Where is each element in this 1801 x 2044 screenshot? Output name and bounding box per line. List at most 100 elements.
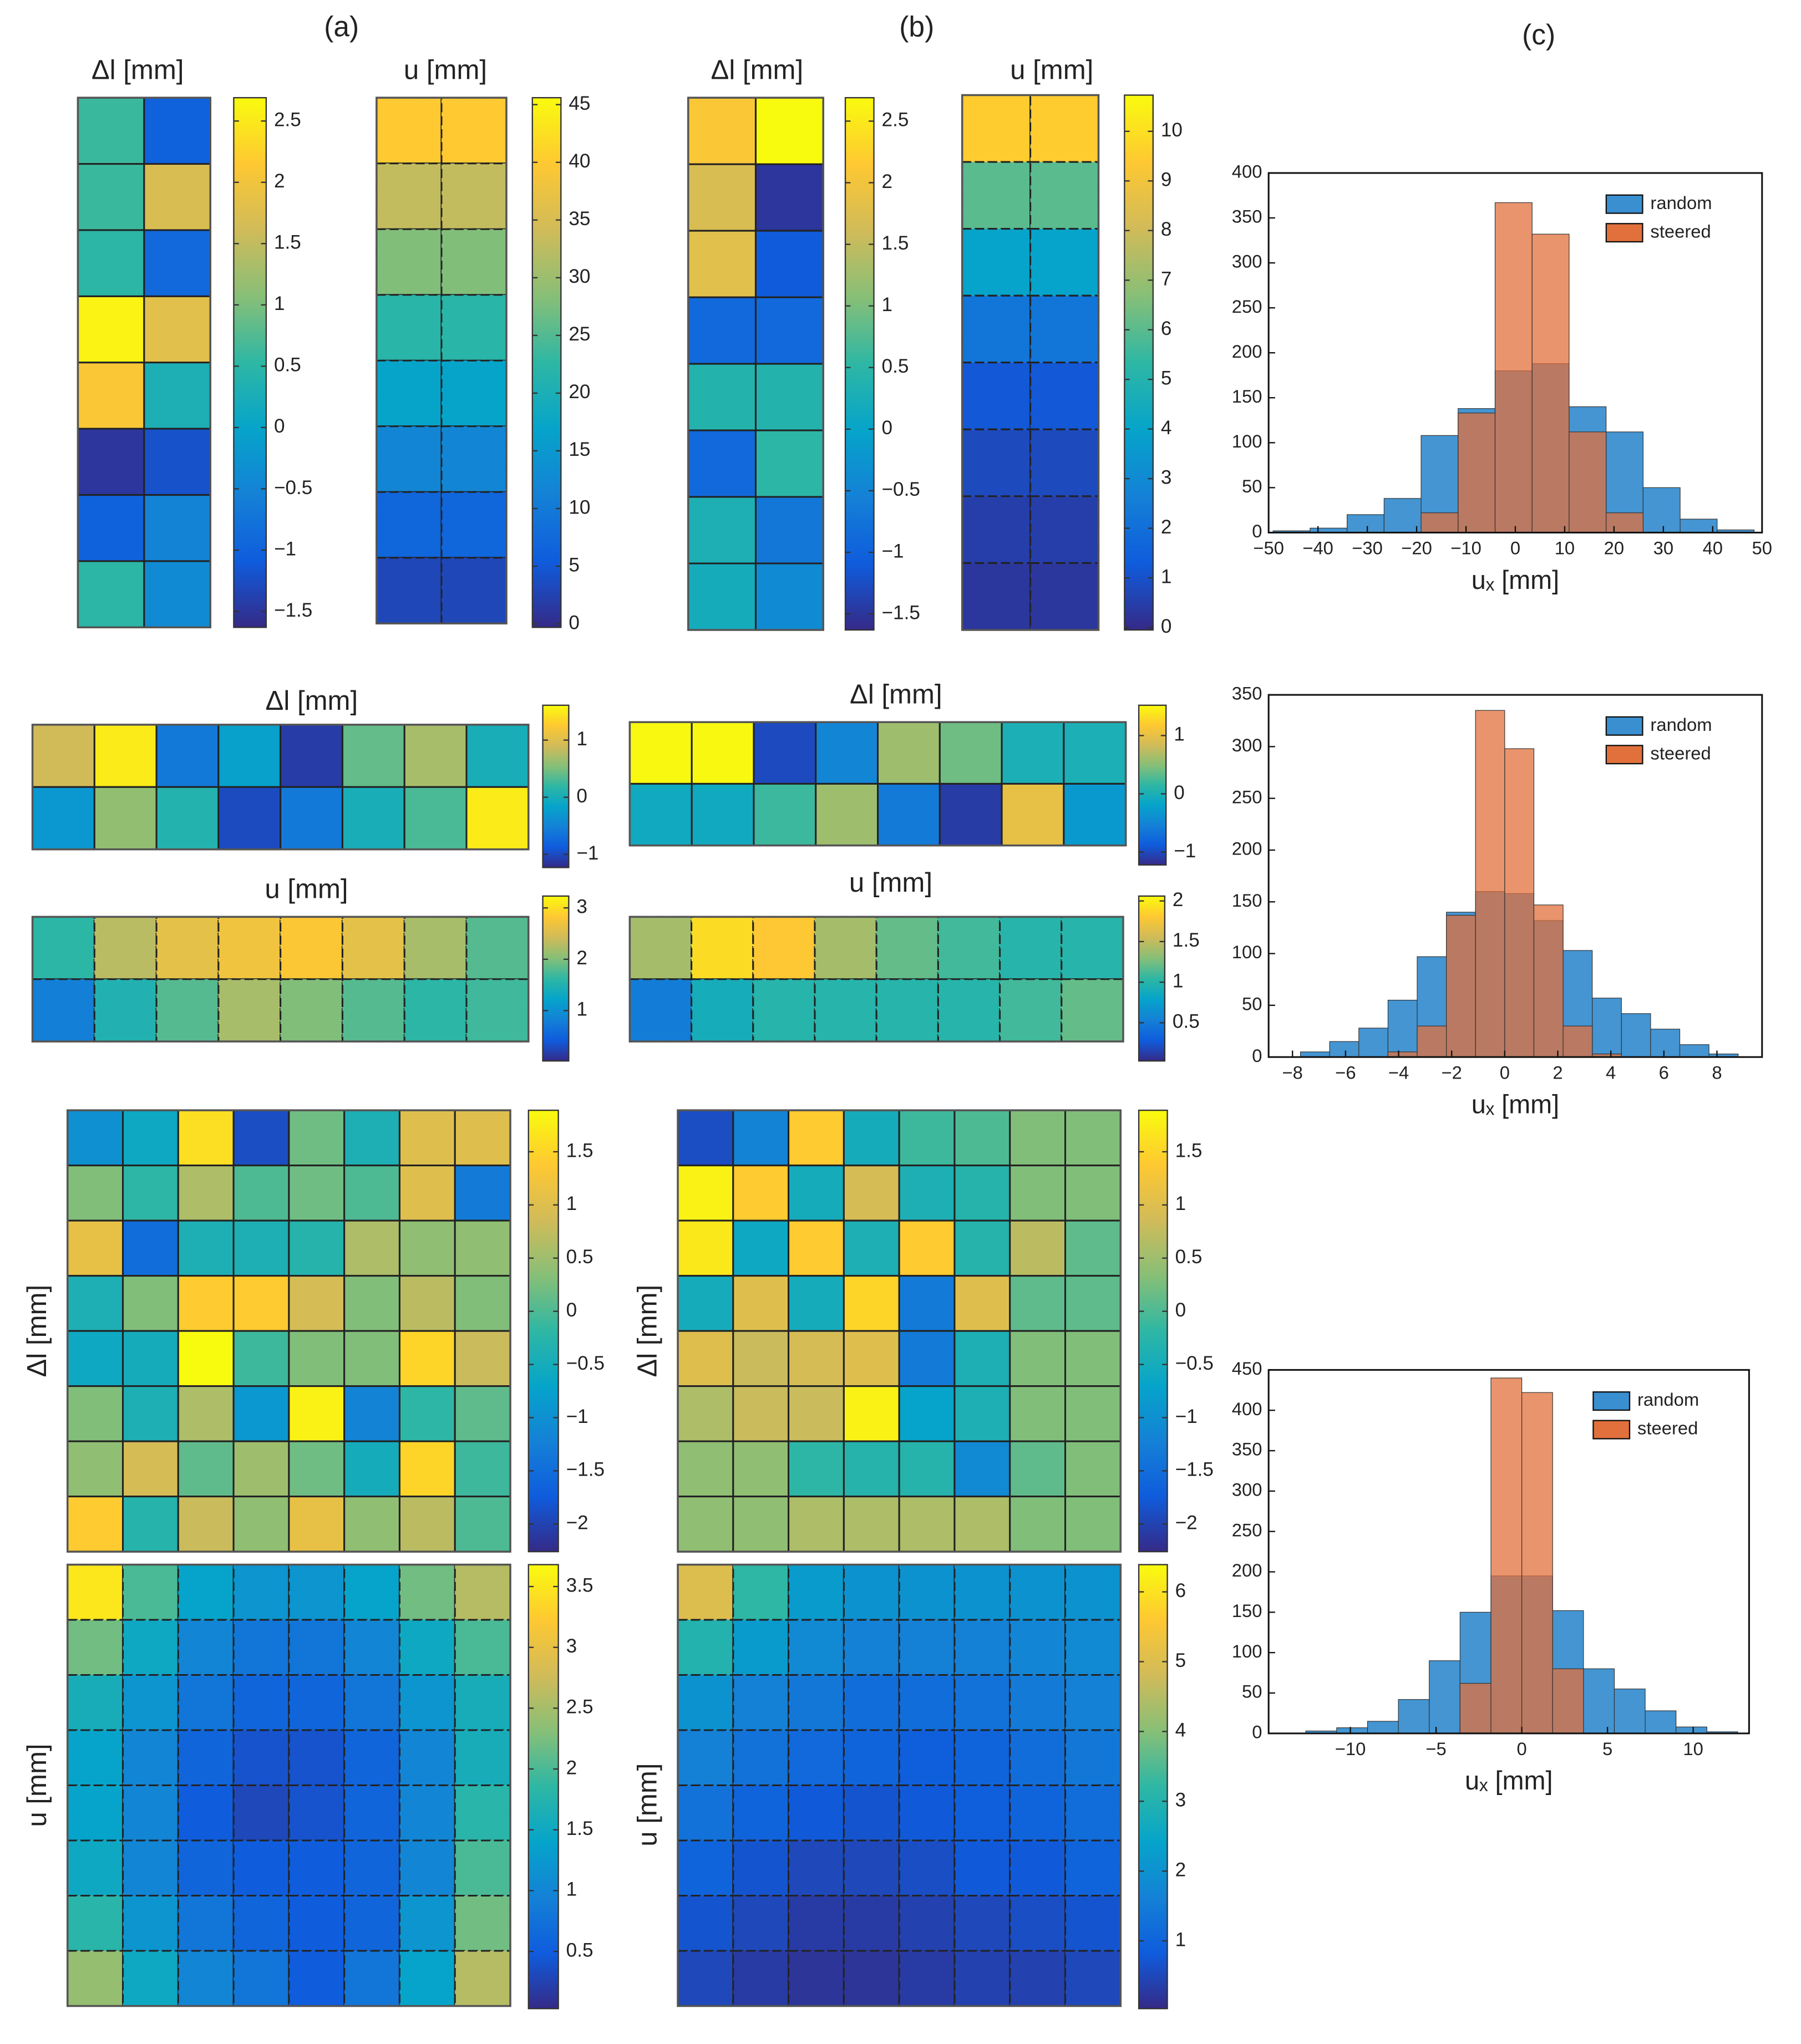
heatmap-cell bbox=[953, 1784, 1011, 1842]
heatmap-cell bbox=[953, 1219, 1011, 1277]
x-tick-label: −20 bbox=[1401, 538, 1432, 558]
colorbar-tick-label: −0.5 bbox=[882, 479, 920, 500]
heatmap-cell bbox=[788, 1839, 845, 1897]
heatmap-cell bbox=[32, 916, 95, 980]
heatmap-cell bbox=[288, 1894, 346, 1952]
heatmap-cell bbox=[677, 1950, 734, 2007]
heatmap-cell bbox=[288, 1729, 346, 1787]
heatmap-cell bbox=[465, 786, 530, 851]
heatmap-frame bbox=[77, 96, 212, 629]
heatmap-cell bbox=[953, 1275, 1011, 1332]
heatmap-cell bbox=[843, 1894, 900, 1952]
colorbar-tick-label: −1 bbox=[1175, 1406, 1198, 1427]
colorbar-tick-label: 1 bbox=[882, 294, 893, 316]
heatmap-cell bbox=[32, 786, 95, 851]
x-axis-label: uₓ [mm] bbox=[1472, 1090, 1559, 1119]
heatmap-cell bbox=[1063, 721, 1127, 785]
heatmap-cell bbox=[67, 1619, 124, 1676]
heatmap-cell bbox=[732, 1330, 790, 1387]
heatmap-cell bbox=[376, 491, 443, 559]
colorbar-tick-label: 1.5 bbox=[1175, 1140, 1203, 1161]
colorbar-tick-label: 2.5 bbox=[566, 1696, 593, 1718]
y-tick-label: 450 bbox=[1232, 1358, 1262, 1379]
heatmap-cell bbox=[232, 1674, 290, 1731]
heatmap-cell bbox=[754, 363, 824, 431]
histogram-bar bbox=[1562, 1025, 1593, 1057]
legend-swatch bbox=[1605, 745, 1643, 765]
x-tick-label: 40 bbox=[1703, 538, 1723, 558]
colorbar-tick-label: 4 bbox=[1161, 417, 1172, 439]
heatmap-cell bbox=[288, 1219, 346, 1277]
heatmap-cell bbox=[1001, 721, 1065, 785]
colorbar-tick-label: 3 bbox=[566, 1635, 577, 1657]
heatmap-cell bbox=[67, 1674, 124, 1731]
heatmap-cell bbox=[343, 1109, 400, 1167]
heatmap-cell bbox=[143, 362, 211, 430]
heatmap-cell bbox=[155, 724, 220, 788]
heatmap-title: Δl [mm] bbox=[711, 54, 804, 85]
heatmap-cell bbox=[143, 428, 211, 496]
heatmap-cell bbox=[687, 429, 757, 498]
heatmap-cell bbox=[177, 1165, 235, 1222]
heatmap-cell bbox=[814, 978, 877, 1043]
x-tick-label: 0 bbox=[1500, 1062, 1510, 1082]
colorbar-tick-label: 1 bbox=[1175, 1193, 1186, 1214]
heatmap-cell bbox=[121, 1219, 179, 1277]
histogram-bar bbox=[1552, 1668, 1584, 1734]
colorbar-tick-label: 1.5 bbox=[882, 232, 909, 254]
heatmap-cell bbox=[898, 1275, 956, 1332]
heatmap-cell bbox=[1009, 1784, 1067, 1842]
histogram-bar bbox=[1533, 904, 1564, 1057]
colorbar-tick-label: 1 bbox=[566, 1193, 577, 1214]
heatmap-cell bbox=[1064, 1275, 1122, 1332]
heatmap-cell bbox=[953, 1894, 1011, 1952]
heatmap-cell bbox=[961, 228, 1032, 297]
heatmap-cell bbox=[77, 96, 145, 165]
heatmap-cell bbox=[1009, 1275, 1067, 1332]
colorbar-tick-label: −0.5 bbox=[1175, 1353, 1214, 1374]
histogram-bar bbox=[1329, 1041, 1359, 1057]
heatmap-frame bbox=[677, 1563, 1122, 2007]
heatmap-cell bbox=[938, 782, 1003, 847]
heatmap-cell bbox=[232, 1275, 290, 1332]
heatmap-cell bbox=[376, 162, 443, 230]
heatmap-cell bbox=[121, 1619, 179, 1676]
colorbar-tick-label: 1 bbox=[576, 728, 587, 750]
heatmap-cell bbox=[961, 161, 1032, 230]
colorbar-tick-label: 4 bbox=[1175, 1720, 1186, 1741]
heatmap-cell bbox=[121, 1385, 179, 1442]
heatmap-cell bbox=[67, 1440, 124, 1498]
colorbar-tick-label: 0 bbox=[882, 417, 893, 439]
heatmap-cell bbox=[753, 782, 817, 847]
heatmap-cell bbox=[953, 1729, 1011, 1787]
heatmap-cell bbox=[67, 1330, 124, 1387]
heatmap-cell bbox=[843, 1219, 900, 1277]
heatmap-cell bbox=[67, 1839, 124, 1897]
colorbar-tick-label: 0.5 bbox=[1173, 1011, 1200, 1033]
heatmap-cell bbox=[754, 163, 824, 232]
colorbar-tick-label: 5 bbox=[1161, 367, 1172, 389]
heatmap-cell bbox=[1001, 782, 1065, 847]
colorbar-tick-label: 45 bbox=[569, 93, 590, 114]
heatmap-cell bbox=[288, 1275, 346, 1332]
heatmap-cell bbox=[1029, 94, 1100, 163]
heatmap-cell bbox=[1064, 1109, 1122, 1167]
heatmap-cell bbox=[440, 294, 508, 362]
heatmap-cell bbox=[1029, 495, 1100, 564]
heatmap-cell bbox=[732, 1674, 790, 1731]
histogram-bar bbox=[1621, 1013, 1651, 1057]
colorbar-tick-label: 10 bbox=[1161, 119, 1183, 141]
heatmap-cell bbox=[1064, 1496, 1122, 1553]
heatmap-cell bbox=[232, 1165, 290, 1222]
heatmap-cell bbox=[454, 1619, 511, 1676]
y-tick-label: 250 bbox=[1232, 786, 1262, 807]
x-tick-label: 0 bbox=[1516, 1738, 1526, 1759]
heatmap-cell bbox=[77, 229, 145, 297]
y-tick-label: 350 bbox=[1232, 1439, 1262, 1460]
heatmap-cell bbox=[177, 1440, 235, 1498]
heatmap-cell bbox=[341, 724, 405, 788]
heatmap-cell bbox=[398, 1440, 456, 1498]
heatmap-cell bbox=[752, 978, 816, 1043]
heatmap-cell bbox=[732, 1385, 790, 1442]
